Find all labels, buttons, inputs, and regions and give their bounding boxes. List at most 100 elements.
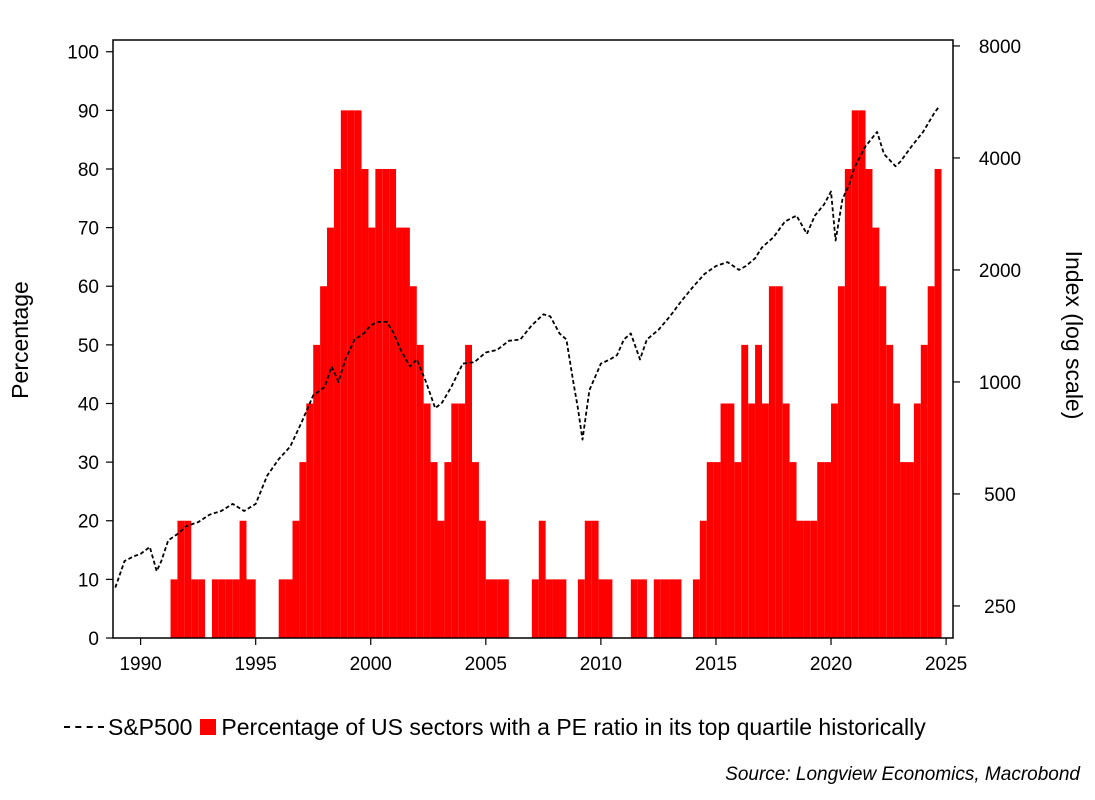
bar xyxy=(775,286,783,638)
y-tick-label: 30 xyxy=(78,453,99,474)
bar xyxy=(913,403,921,638)
bar xyxy=(768,286,776,638)
bar xyxy=(872,227,880,638)
bar xyxy=(789,462,797,638)
bar xyxy=(817,462,825,638)
bar xyxy=(630,579,638,638)
y-tick-label: 70 xyxy=(78,219,99,240)
bar xyxy=(591,520,599,638)
bar xyxy=(531,579,539,638)
legend-label-pe-percentage: Percentage of US sectors with a PE ratio… xyxy=(221,713,926,740)
bar xyxy=(177,520,185,638)
bar xyxy=(782,403,790,638)
bar xyxy=(653,579,661,638)
bar xyxy=(423,403,431,638)
bar xyxy=(320,286,328,638)
bar xyxy=(755,344,762,638)
y2-tick-label: 8000 xyxy=(979,37,1021,58)
bar xyxy=(893,403,901,638)
legend-label-sp500: S&P500 xyxy=(108,713,193,740)
bar xyxy=(584,520,592,638)
bar xyxy=(497,579,509,638)
bar xyxy=(478,520,486,638)
bar xyxy=(211,579,219,638)
x-tick-label: 1995 xyxy=(235,654,277,675)
x-tick-label: 2005 xyxy=(465,654,507,675)
y-axis-right: 250 500 1000 2000 4000 8000 xyxy=(953,37,1021,618)
legend: S&P500 Percentage of US sectors with a P… xyxy=(64,712,926,742)
bar xyxy=(810,520,818,638)
bar xyxy=(292,520,300,638)
bar xyxy=(191,579,199,638)
bar xyxy=(396,227,403,638)
bar xyxy=(375,168,383,638)
bar xyxy=(886,344,894,638)
bar xyxy=(246,579,256,638)
bar xyxy=(692,579,700,638)
sp500-line xyxy=(114,105,940,588)
y-tick-label: 90 xyxy=(78,101,99,122)
y2-tick-label: 1000 xyxy=(979,373,1021,394)
bar xyxy=(900,462,907,638)
x-tick-label: 2000 xyxy=(350,654,392,675)
line-series xyxy=(114,105,940,588)
bar xyxy=(927,286,935,638)
bar xyxy=(465,344,473,638)
y-axis-left: 0 10 20 30 40 50 60 70 80 90 100 xyxy=(67,43,113,650)
plot-frame xyxy=(112,39,954,639)
y-tick-label: 100 xyxy=(67,43,99,64)
x-tick-label: 2015 xyxy=(695,654,737,675)
bar xyxy=(699,520,707,638)
bar xyxy=(333,168,341,638)
y-tick-label: 10 xyxy=(78,570,99,591)
bar xyxy=(577,579,585,638)
bar xyxy=(472,462,479,638)
bar xyxy=(741,344,749,638)
bar xyxy=(858,110,866,638)
bar xyxy=(285,579,293,638)
bar xyxy=(340,110,348,638)
bar xyxy=(402,227,410,638)
y2-tick-label: 250 xyxy=(984,597,1016,618)
bar-series xyxy=(170,110,942,638)
bar xyxy=(727,403,735,638)
bar xyxy=(706,462,714,638)
y-tick-label: 60 xyxy=(78,277,99,298)
bar xyxy=(354,110,362,638)
bar xyxy=(458,403,466,638)
x-tick-label: 2025 xyxy=(925,654,967,675)
bar xyxy=(444,462,452,638)
bar xyxy=(389,168,397,638)
bar xyxy=(669,579,682,638)
bar xyxy=(313,344,321,638)
bar xyxy=(327,227,334,638)
bar xyxy=(720,403,728,638)
bar xyxy=(170,579,178,638)
y2-tick-label: 2000 xyxy=(979,261,1021,282)
x-axis: 1990 1995 2000 2005 2010 2015 2020 2025 xyxy=(119,638,967,675)
legend-item-sp500: S&P500 xyxy=(64,714,192,741)
bar xyxy=(803,520,811,638)
bar xyxy=(598,579,613,638)
bar xyxy=(225,579,233,638)
bar xyxy=(278,579,286,638)
bar xyxy=(232,579,240,638)
bar xyxy=(545,579,553,638)
bar xyxy=(831,403,838,638)
bar xyxy=(865,168,873,638)
bar xyxy=(299,462,307,638)
bar xyxy=(660,579,670,638)
bar xyxy=(920,344,928,638)
bar xyxy=(347,110,355,638)
bar xyxy=(184,520,192,638)
source-note: Source: Longview Economics, Macrobond xyxy=(725,764,1080,785)
dual-axis-chart: 1990 1995 2000 2005 2010 2015 2020 2025 0 10 20 30… xyxy=(7,37,1087,675)
bar xyxy=(485,579,498,638)
y-axis-label-right: Index (log scale) xyxy=(1061,251,1087,420)
bar xyxy=(382,168,390,638)
y-tick-label: 20 xyxy=(78,512,99,533)
bar xyxy=(748,403,756,638)
legend-item-pe-percentage: Percentage of US sectors with a PE ratio… xyxy=(192,713,926,741)
y2-tick-label: 4000 xyxy=(979,149,1021,170)
bar xyxy=(451,403,459,638)
